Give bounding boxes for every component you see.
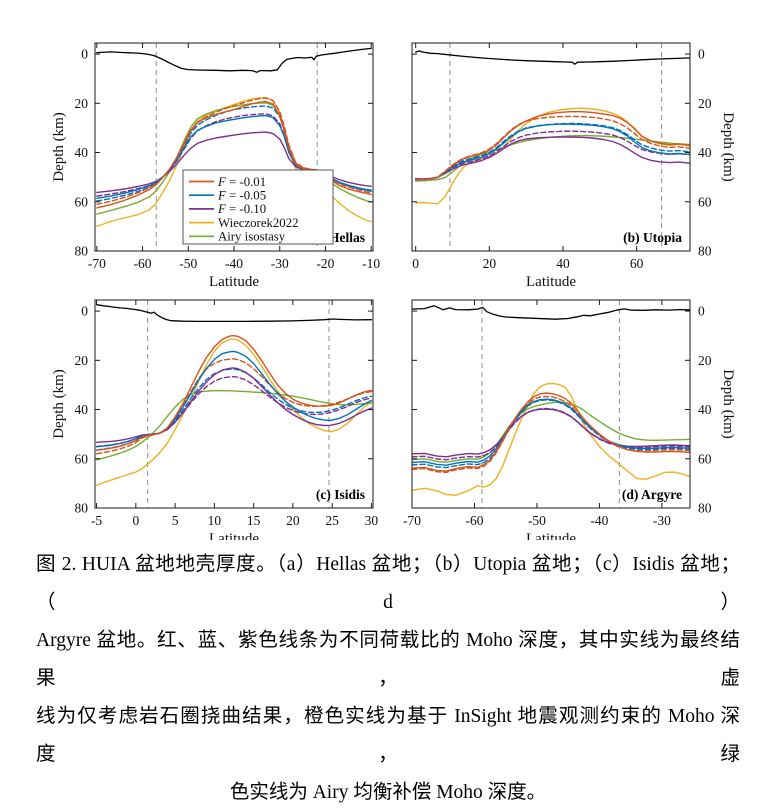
subplot-a-hellas: -70 -60 -50 -40 -30 -20 -10 0 20 40 60 80 Latitude De… xyxy=(51,42,380,290)
svg-text:Latitude: Latitude xyxy=(209,531,259,540)
caption-line-3: 线为仅考虑岩石圈挠曲结果，橙色实线为基于 InSight 地震观测约束的 Moh… xyxy=(36,706,740,765)
svg-text:40: 40 xyxy=(698,402,712,417)
caption-line-4: 色实线为 Airy 均衡补偿 Moho 深度。 xyxy=(229,782,547,803)
subplot-d-argyre: -70 -60 -50 -40 -30 0 20 40 60 80 Latitude Depth (k… xyxy=(403,299,736,540)
svg-text:15: 15 xyxy=(247,513,261,528)
svg-text:80: 80 xyxy=(698,501,712,516)
svg-text:20: 20 xyxy=(698,96,712,111)
svg-text:20: 20 xyxy=(483,256,497,271)
svg-text:0: 0 xyxy=(412,256,419,271)
svg-text:(c) Isidis: (c) Isidis xyxy=(316,487,365,502)
svg-text:40: 40 xyxy=(75,145,89,160)
svg-text:-50: -50 xyxy=(179,256,197,271)
svg-text:5: 5 xyxy=(172,513,179,528)
svg-text:80: 80 xyxy=(75,501,89,516)
svg-text:Wieczorek2022: Wieczorek2022 xyxy=(218,216,299,230)
svg-text:25: 25 xyxy=(325,513,339,528)
caption-line-1: 图 2. HUIA 盆地地壳厚度。（a）Hellas 盆地；（b）Utopia … xyxy=(36,554,740,613)
svg-text:40: 40 xyxy=(698,145,712,160)
svg-text:10: 10 xyxy=(208,513,222,528)
svg-text:40: 40 xyxy=(556,256,570,271)
svg-text:(b) Utopia: (b) Utopia xyxy=(623,230,682,245)
svg-text:0: 0 xyxy=(81,304,88,319)
svg-text:20: 20 xyxy=(75,353,89,368)
svg-text:-60: -60 xyxy=(134,256,152,271)
svg-text:60: 60 xyxy=(698,194,712,209)
svg-text:F = -0.05: F = -0.05 xyxy=(217,189,266,203)
svg-text:30: 30 xyxy=(365,513,379,528)
svg-text:-30: -30 xyxy=(653,513,671,528)
svg-text:0: 0 xyxy=(698,47,705,62)
svg-text:(d) Argyre: (d) Argyre xyxy=(622,487,682,502)
svg-text:40: 40 xyxy=(75,402,89,417)
svg-text:60: 60 xyxy=(75,194,89,209)
svg-text:-30: -30 xyxy=(271,256,289,271)
svg-text:Depth (km): Depth (km) xyxy=(51,112,67,182)
subplot-c-isidis: -5 0 5 10 15 20 25 30 0 20 40 60 80 Latitude Depth (km… xyxy=(51,299,379,540)
svg-text:20: 20 xyxy=(75,96,89,111)
svg-text:Depth (km): Depth (km) xyxy=(720,369,736,439)
svg-text:60: 60 xyxy=(698,451,712,466)
subplot-b-utopia: 0 20 40 60 0 20 40 60 80 Latitude Depth (km) (b) Ut… xyxy=(411,42,736,290)
svg-text:20: 20 xyxy=(698,353,712,368)
figure-canvas: -70 -60 -50 -40 -30 -20 -10 0 20 40 60 80 Latitude De… xyxy=(51,42,736,540)
svg-text:Airy isostasy: Airy isostasy xyxy=(218,230,286,244)
svg-text:20: 20 xyxy=(286,513,300,528)
svg-text:0: 0 xyxy=(132,513,139,528)
svg-text:60: 60 xyxy=(630,256,644,271)
svg-text:60: 60 xyxy=(75,451,89,466)
svg-text:0: 0 xyxy=(81,47,88,62)
svg-text:-70: -70 xyxy=(88,256,106,271)
svg-text:-50: -50 xyxy=(528,513,546,528)
svg-text:-70: -70 xyxy=(403,513,421,528)
svg-text:-10: -10 xyxy=(362,256,380,271)
caption-line-2: Argyre 盆地。红、蓝、紫色线条为不同荷载比的 Moho 深度，其中实线为最… xyxy=(36,630,740,689)
svg-text:F = -0.01: F = -0.01 xyxy=(217,175,266,189)
svg-text:Latitude: Latitude xyxy=(526,274,576,290)
svg-text:80: 80 xyxy=(698,244,712,259)
svg-text:-40: -40 xyxy=(590,513,608,528)
svg-text:0: 0 xyxy=(698,304,705,319)
svg-text:-5: -5 xyxy=(91,513,102,528)
svg-text:-20: -20 xyxy=(316,256,334,271)
svg-text:Latitude: Latitude xyxy=(209,274,259,290)
svg-text:Depth (km): Depth (km) xyxy=(720,112,736,182)
svg-text:80: 80 xyxy=(75,244,89,259)
figure-caption: 图 2. HUIA 盆地地壳厚度。（a）Hellas 盆地；（b）Utopia … xyxy=(36,546,740,812)
svg-text:Depth (km): Depth (km) xyxy=(51,369,67,439)
svg-text:-40: -40 xyxy=(225,256,243,271)
svg-text:-60: -60 xyxy=(465,513,483,528)
svg-text:Latitude: Latitude xyxy=(526,531,576,540)
svg-text:F = -0.10: F = -0.10 xyxy=(217,202,266,216)
